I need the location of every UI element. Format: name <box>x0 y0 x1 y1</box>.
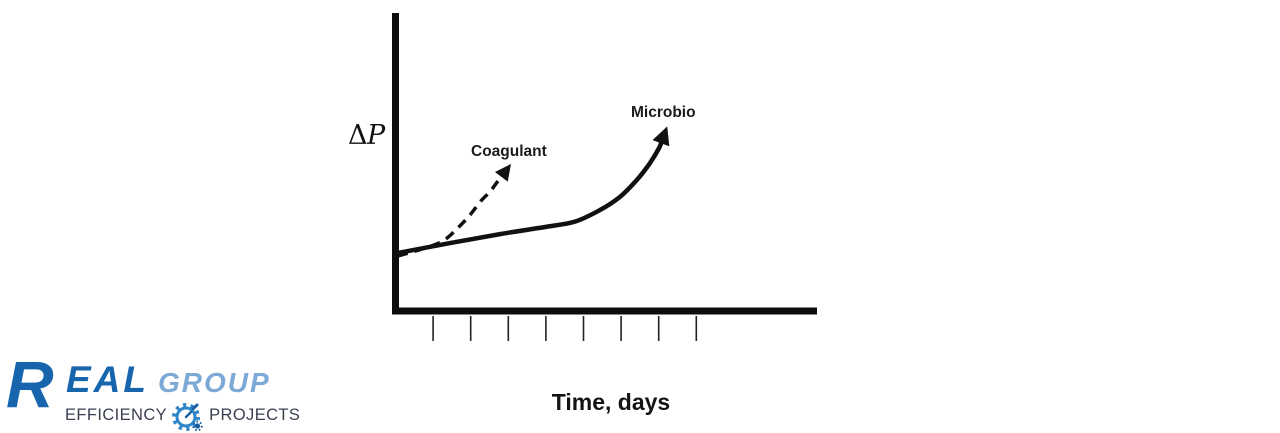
coagulant-label: Coagulant <box>471 143 547 160</box>
curve-microbio <box>395 126 670 256</box>
x-axis-label: Time, days <box>552 389 670 415</box>
logo-tagline-left: EFFICIENCY <box>65 405 168 424</box>
logo-letter-r: R <box>6 347 54 421</box>
logo-brand-rest: EAL <box>66 359 149 400</box>
gear-stopwatch-icon <box>172 403 203 432</box>
y-axis-label-delta: Δ <box>348 120 368 151</box>
logo-tagline: EFFICIENCY PROJECTS <box>65 397 300 433</box>
logo-tagline-right: PROJECTS <box>209 405 301 424</box>
y-axis-label-p: P <box>366 120 386 151</box>
curve-coagulant <box>397 163 511 258</box>
microbio-label: Microbio <box>631 104 696 121</box>
x-ticks <box>432 316 698 341</box>
real-group-logo: R EAL GROUP EFFICIENCY PROJECTS <box>6 351 300 432</box>
logo-brand-suffix: GROUP <box>158 367 271 398</box>
